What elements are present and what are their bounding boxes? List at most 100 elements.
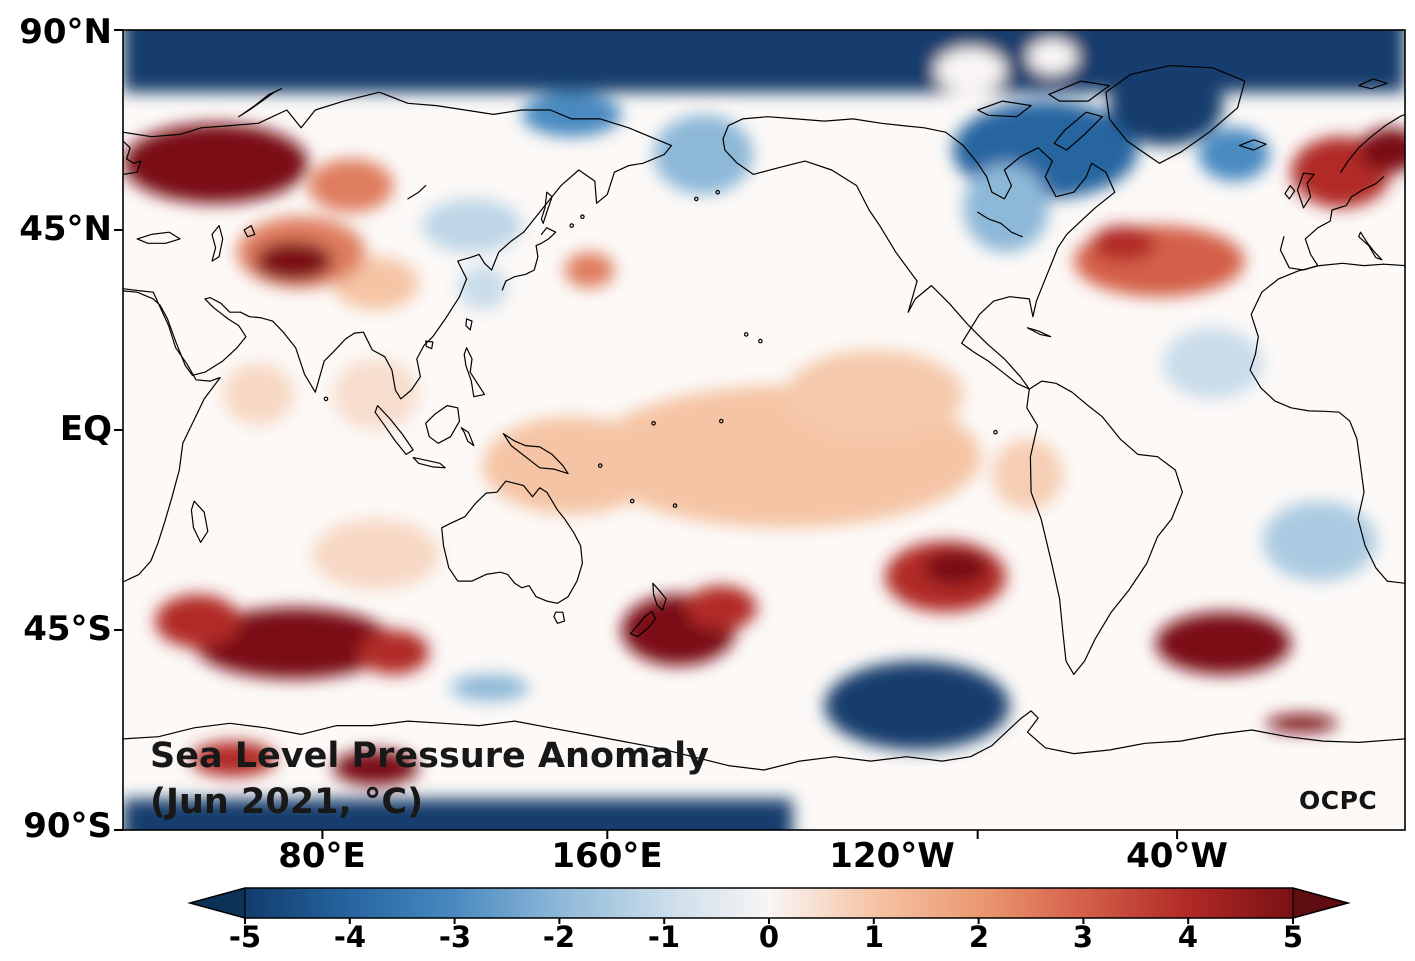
anomaly-west-siberia-red [308,158,394,213]
coastline-path [425,405,461,444]
colorbar-tick-label: -2 [542,920,576,954]
x-tick-label-160e: 160°E [551,836,663,876]
anomaly-europe-red-core [1358,127,1405,173]
anomaly-south-indian-light [311,518,440,590]
anomaly-antarctic-coast-red-east [333,750,419,786]
coastline-path [722,138,1030,390]
anomaly-southeast-atlantic-blue [1262,501,1377,582]
axis-ticks [114,29,1179,839]
island-dot [580,214,585,220]
anomaly-new-zealand-red-northeast [685,585,757,630]
coastline-path [1026,380,1183,675]
island-dot [672,503,678,508]
coastline-path [441,480,583,604]
coastline-path [374,405,414,455]
coastline-path [501,227,557,291]
anomaly-arctic-band [123,30,1405,93]
y-tick-label-90n: 90°N [19,12,112,52]
map-title-line1: Sea Level Pressure Anomaly [150,736,709,776]
colorbar-tick-label: 4 [1177,920,1199,954]
anomaly-laptev-blue [521,92,622,137]
coastline-path [629,610,656,638]
y-tick-label-45n: 45°N [19,209,112,249]
anomaly-canada-south-blue [963,163,1049,253]
x-tick-label-80e: 80°E [278,836,366,876]
island-dot [743,332,749,337]
anomaly-australian-bight-blue [450,674,529,702]
coastline-path [123,290,247,376]
island-dot [597,463,603,468]
colorbar-tick-label: -3 [438,920,472,954]
colorbar-tick-label: 3 [1072,920,1094,954]
x-tick-label-120w: 120°W [829,836,955,876]
y-tick-label-90s: 90°S [23,806,112,846]
colorbar-under-arrow [190,888,245,918]
anomaly-tropical-atlantic-blue [1162,327,1263,399]
anomaly-west-pacific-red-spot [564,252,615,288]
colorbar-tick-label: -4 [333,920,367,954]
anomaly-antarctic-band [123,798,793,830]
coastline-path [463,347,486,398]
coastline-path [123,710,1405,771]
coastline-path [123,91,672,167]
coastline-path [123,140,142,175]
colorbar-over-arrow [1293,888,1348,918]
map-title-line2: (Jun 2021, °C) [150,782,424,822]
anomaly-southern-ocean-blue [824,661,1010,750]
colorbar-tick-label: 2 [968,920,990,954]
colorbar-tick-label: 0 [758,920,780,954]
coastline-path [977,211,1023,238]
anomaly-weddell-red-streak [1266,714,1338,733]
anomaly-east-china-sea-blue [457,265,508,310]
anomaly-northeast-china-blue [422,198,522,253]
anomaly-arabian-sea-light [222,363,294,426]
colorbar [187,887,1351,924]
anomaly-layer [123,30,1405,830]
coastline-path [1249,353,1405,584]
coastline-path [1340,113,1405,173]
anomaly-russia-red-band [123,123,309,204]
island-dot [993,429,998,435]
anomaly-south-indian-red-west [155,594,241,648]
anomaly-south-indian-red [194,607,394,679]
coastline-path [1279,176,1385,271]
anomaly-greenland-blue-dark [1109,65,1224,146]
coastline-path [1358,231,1383,261]
coastline-path [238,88,283,118]
coastline-path [1026,327,1052,338]
colorbar-gradient [245,888,1293,918]
coastline-path [211,225,224,262]
coastline-path [652,582,667,611]
coastline-path [1250,262,1405,355]
anomaly-peru-coast-light [991,438,1064,511]
coastline-path [1238,139,1267,151]
anomaly-south-atlantic-red [1155,612,1292,675]
watermark-ocpc: OCPC [1299,786,1378,815]
coastline-path [243,225,256,238]
anomaly-north-atlantic-red-core [1091,225,1156,262]
x-tick-label-40w: 40°W [1126,836,1228,876]
colorbar-tick-label: -5 [228,920,262,954]
coastline-path [1296,172,1315,209]
coastline-path [465,318,473,331]
anomaly-antarctic-coast-red-west [190,741,277,777]
coastline-path [412,457,446,469]
island-dot [758,338,763,344]
island-dot [715,189,721,195]
coastline-path [353,231,525,400]
colorbar-tick-label: 5 [1282,920,1304,954]
coastline-path [722,116,1116,390]
coastline-path [1284,185,1296,200]
coastline-path [425,340,434,350]
coastline-path [540,191,553,224]
coastline-layer [123,65,1405,771]
coastline-path [523,165,630,233]
island-dot [693,196,699,202]
anomaly-southeast-pacific-red-core [924,550,989,586]
anomaly-arctic-white-gap-1 [934,47,1007,93]
island-dot [651,420,656,426]
coastline-path [190,500,209,543]
coastline-path [1358,78,1388,90]
